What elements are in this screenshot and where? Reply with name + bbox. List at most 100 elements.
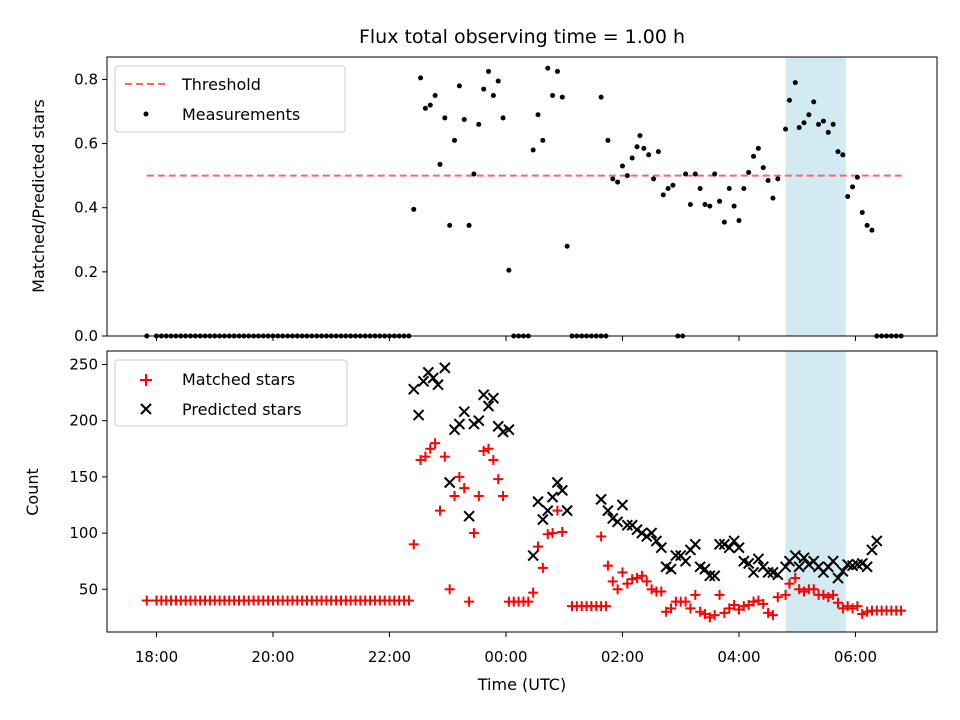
predicted-star-point-b [694,561,706,573]
legend-measurements-swatch [143,111,149,117]
bottom-y-axis-label: Count [23,468,42,516]
predicted-star-point [468,418,480,430]
matched-star-point [547,528,558,539]
matched-star-point [498,490,509,501]
matched-star-point [832,597,843,608]
measurement-point [660,192,666,198]
predicted-star-point-b [482,400,495,412]
matched-star-point [862,606,873,617]
predicted-star-point-b [793,561,805,573]
predicted-star-point-b [837,565,849,578]
measurement-point [598,94,604,100]
predicted-star-point [443,476,456,489]
matched-star-point [656,586,667,597]
predicted-star-point-b [675,549,687,562]
matched-star-point [493,474,504,485]
predicted-star-point-b [546,491,559,503]
predicted-star-point-b [747,566,760,579]
measurement-point [825,129,831,135]
measurement-point [641,145,647,151]
measurement-point [624,173,630,179]
predicted-star-point [487,392,500,404]
measurement-point [786,97,792,103]
predicted-star-point-b [616,499,629,511]
matched-star-point [780,589,791,600]
measurement-point [481,86,487,92]
predicted-star-point [704,570,716,582]
predicted-star-point [417,375,430,388]
predicted-star-point-b [417,375,430,388]
x-tick-label: 04:00 [717,648,760,666]
predicted-star-point-b [487,392,500,404]
measurement-point [770,195,776,201]
legend-predicted-swatch [140,403,152,415]
matched-star-point [729,600,740,611]
predicted-star-point [713,538,726,551]
predicted-star-point-b [713,538,726,551]
predicted-star-point [723,541,735,554]
measurement-point [471,171,477,177]
predicted-star-point-b [742,557,755,570]
predicted-star-point-b [551,476,564,489]
measurement-point [835,149,841,155]
legend-measurements-label: Measurements [182,105,300,124]
matched-star-point [141,595,152,606]
measurement-point [670,182,676,188]
matched-star-point [533,541,544,552]
matched-star-point [473,490,484,501]
predicted-star-point [636,527,648,539]
predicted-star-point-b [803,558,815,571]
measurement-point [854,174,860,180]
predicted-star-point [699,563,711,575]
predicted-star-point [798,552,810,564]
measurement-point [437,161,443,167]
measurement-point [411,206,417,212]
predicted-star-point-b [468,418,480,430]
chart-title: Flux total observing time = 1.00 h [359,26,685,48]
y-tick-label: 200 [69,412,98,430]
predicted-star-point-b [660,561,672,573]
measurement-point [530,147,536,153]
predicted-star-point-b [679,555,692,567]
top-axes-frame [106,56,938,337]
bottom-legend-box [114,359,348,427]
x-axis-label: Time (UTC) [477,675,566,694]
measurement-point [442,115,448,121]
predicted-star-point [832,572,844,584]
predicted-star-point-b [752,553,765,565]
predicted-star-point [546,491,559,503]
predicted-star-point-b [503,423,515,436]
matched-star-point [714,589,725,600]
x-tick-label: 02:00 [601,648,644,666]
measurement-point [646,152,652,158]
matched-star-point [828,589,839,600]
matched-star-point [439,451,450,462]
legend-threshold-label: Threshold [181,75,261,94]
measurement-point [466,222,472,228]
matched-star-point [464,596,475,607]
measurement-point [783,126,789,132]
measurement-point [461,117,467,123]
predicted-star-point [611,516,624,528]
predicted-star-point-b [556,484,568,497]
matched-star-point [842,601,853,612]
predicted-star-point [556,484,568,497]
predicted-star-point [542,504,554,517]
matched-star-point [627,574,638,585]
matched-star-point [596,531,607,542]
predicted-star-point [733,541,745,554]
measurement-point [559,94,565,100]
predicted-star-point-b [453,418,466,430]
predicted-star-point [650,535,663,547]
predicted-star-point [527,549,539,562]
predicted-star-point-b [718,538,731,551]
predicted-star-point-b [841,558,854,571]
predicted-star-point [602,504,614,517]
predicted-star-point-b [650,535,663,547]
y-tick-label: 0.4 [74,199,98,217]
matched-stars-points [141,438,907,623]
measurement-point [702,202,708,208]
matched-star-point [602,560,613,571]
predicted-star-point [463,510,475,522]
measurement-point [486,68,492,74]
